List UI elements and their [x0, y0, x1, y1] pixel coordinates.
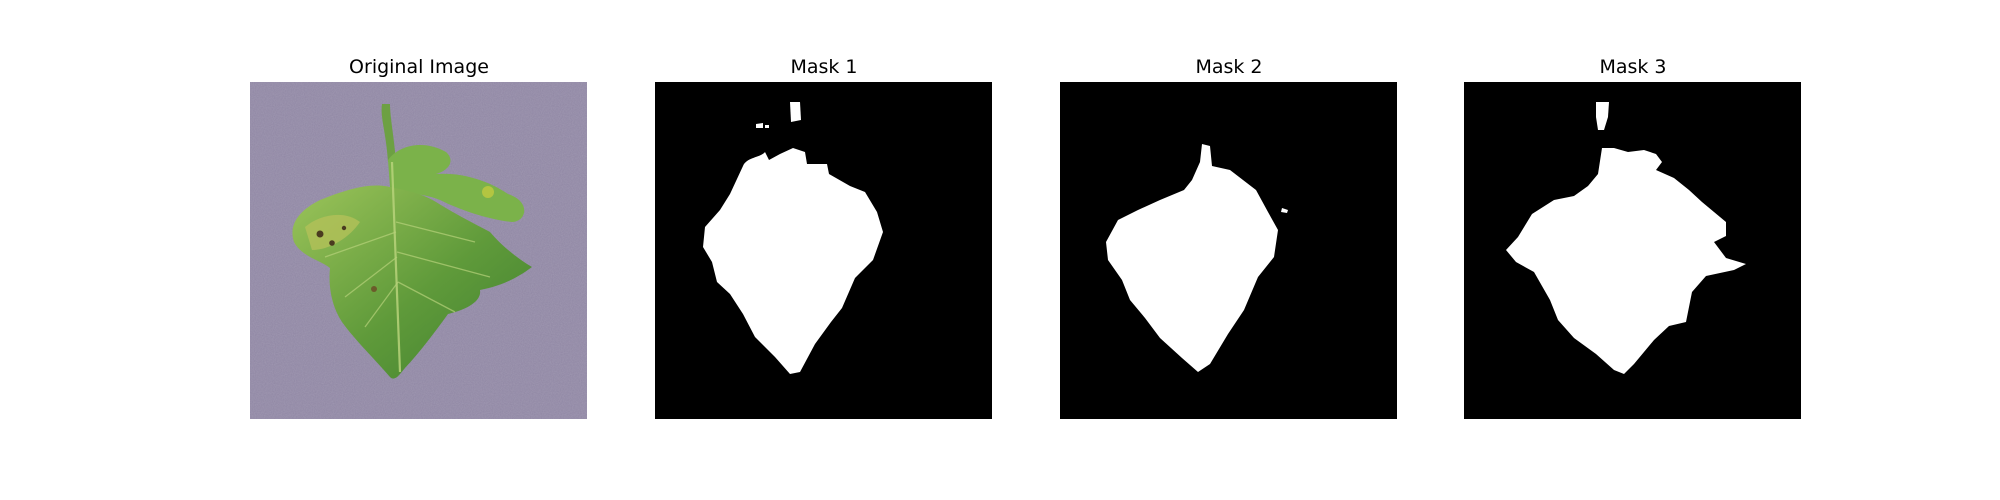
- panel-original-image: Original Image: [249, 52, 589, 419]
- leaf-photo: [250, 82, 587, 419]
- panel-mask-1: Mask 1: [654, 52, 994, 419]
- mask-1-image: [655, 82, 992, 419]
- panel-mask-3: Mask 3: [1463, 52, 1803, 419]
- panel-title: Original Image: [349, 56, 489, 78]
- mask-3-image: [1464, 82, 1801, 419]
- panel-mask-2: Mask 2: [1059, 52, 1399, 419]
- panel-title: Mask 3: [1599, 56, 1667, 78]
- panel-title: Mask 1: [790, 56, 858, 78]
- mask-2-image: [1060, 82, 1397, 419]
- panel-title: Mask 2: [1195, 56, 1263, 78]
